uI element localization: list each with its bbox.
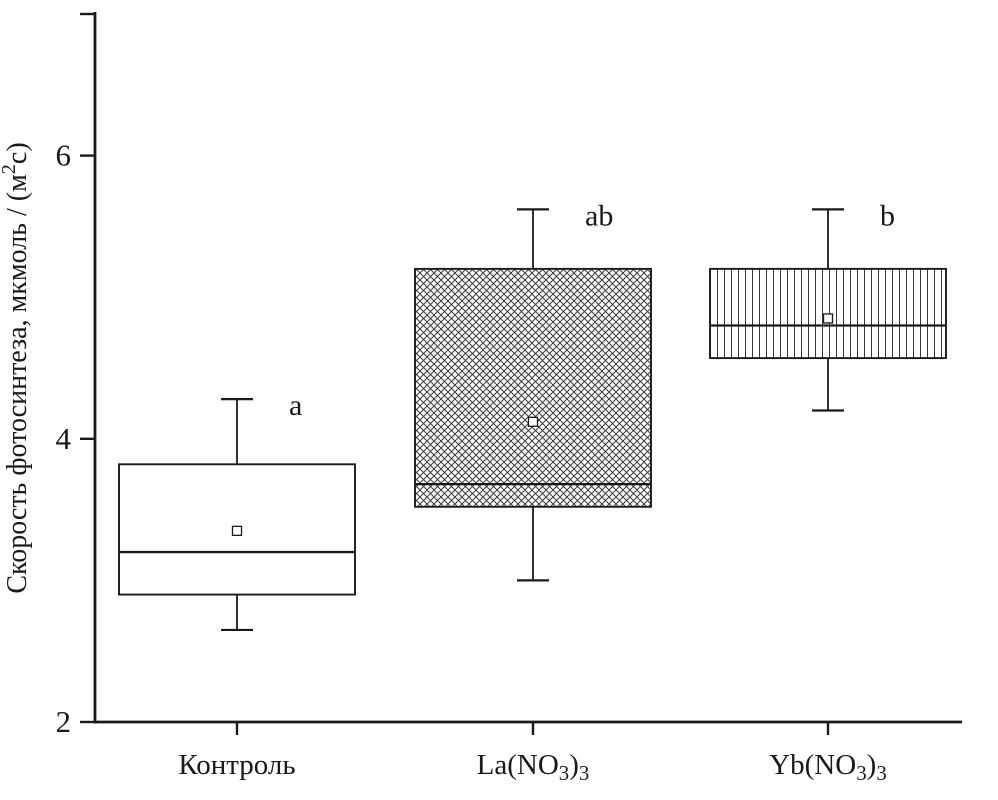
mean-marker <box>231 525 243 536</box>
y-axis-title: Скорость фотосинтеза, мкмоль / (м2с) <box>0 142 33 593</box>
significance-letter: ab <box>585 199 613 232</box>
box-group-Yb(NO3)3: b <box>709 199 947 412</box>
x-axis-category-label: La(NO3)3 <box>477 749 590 785</box>
mean-marker <box>822 313 834 324</box>
y-axis-tick-label: 4 <box>56 421 72 456</box>
y-axis-tick-label: 6 <box>56 138 72 173</box>
x-axis-category-label: Yb(NO3)3 <box>769 749 887 785</box>
mean-marker <box>527 416 539 427</box>
y-axis-tick-label: 2 <box>56 704 72 739</box>
significance-letter: b <box>880 199 895 232</box>
significance-letter: a <box>289 389 302 422</box>
box-group-Kontrol: a <box>118 389 356 632</box>
box-group-La(NO3)3: ab <box>414 199 652 582</box>
x-axis-category-label: Контроль <box>178 749 295 781</box>
iqr-box <box>414 267 652 508</box>
